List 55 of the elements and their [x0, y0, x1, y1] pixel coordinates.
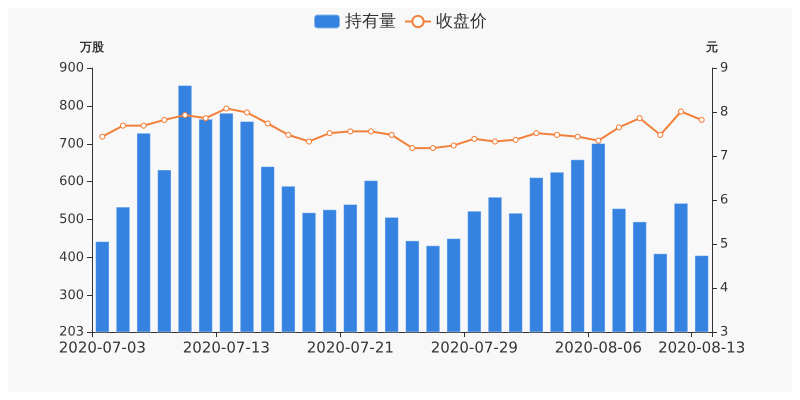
y-tick-label: 203	[59, 324, 84, 340]
point	[574, 134, 581, 140]
y2-axis-title: 元	[705, 40, 718, 54]
point	[182, 112, 188, 118]
point	[678, 108, 684, 115]
point	[202, 115, 209, 122]
point	[388, 132, 395, 138]
y2-tick-label: 7	[720, 148, 728, 164]
y-tick-label: 800	[59, 98, 84, 114]
point	[306, 138, 312, 144]
x-tick-label: 2020-07-13	[182, 338, 270, 356]
point	[595, 138, 602, 144]
point	[264, 120, 271, 126]
point	[450, 142, 457, 148]
point	[657, 132, 664, 138]
point	[161, 116, 168, 123]
point	[616, 124, 622, 130]
point	[471, 136, 478, 142]
legend-label: 持有量	[345, 12, 396, 32]
point	[120, 122, 126, 129]
y-tick-label: 900	[59, 60, 84, 76]
point	[512, 136, 519, 143]
point	[533, 130, 540, 136]
x-tick-label: 2020-08-06	[554, 338, 642, 356]
y2-tick-label: 9	[720, 60, 728, 76]
point	[554, 132, 560, 138]
y-tick-label: 600	[59, 174, 84, 190]
point	[244, 109, 250, 116]
point	[347, 128, 354, 134]
x-tick-label: 2020-07-21	[306, 338, 394, 356]
point	[99, 134, 106, 140]
point	[430, 145, 436, 152]
point	[492, 138, 498, 144]
x-tick-label: 2020-07-03	[58, 338, 146, 356]
point	[140, 122, 147, 129]
y2-tick-label: 4	[720, 280, 728, 296]
legend-label: 收盘价	[436, 12, 487, 32]
y2-tick-label: 8	[720, 104, 728, 120]
y-tick-label: 500	[59, 212, 84, 228]
y-tick-label: 300	[59, 288, 84, 303]
point	[223, 105, 230, 112]
point	[636, 115, 643, 122]
x-tick-label: 2020-07-29	[430, 338, 518, 356]
y-tick-label: 400	[59, 250, 84, 265]
point	[326, 130, 333, 136]
y2-tick-label: 5	[720, 236, 728, 252]
y-axis-title: 万股	[79, 40, 105, 54]
point	[368, 128, 374, 134]
point	[409, 145, 416, 152]
y2-tick-label: 6	[720, 192, 728, 208]
point	[285, 132, 292, 138]
y-tick-label: 700	[59, 136, 84, 152]
point	[698, 116, 705, 123]
y2-tick-label: 3	[720, 324, 728, 340]
x-tick-label: 2020-08-13	[658, 338, 746, 356]
